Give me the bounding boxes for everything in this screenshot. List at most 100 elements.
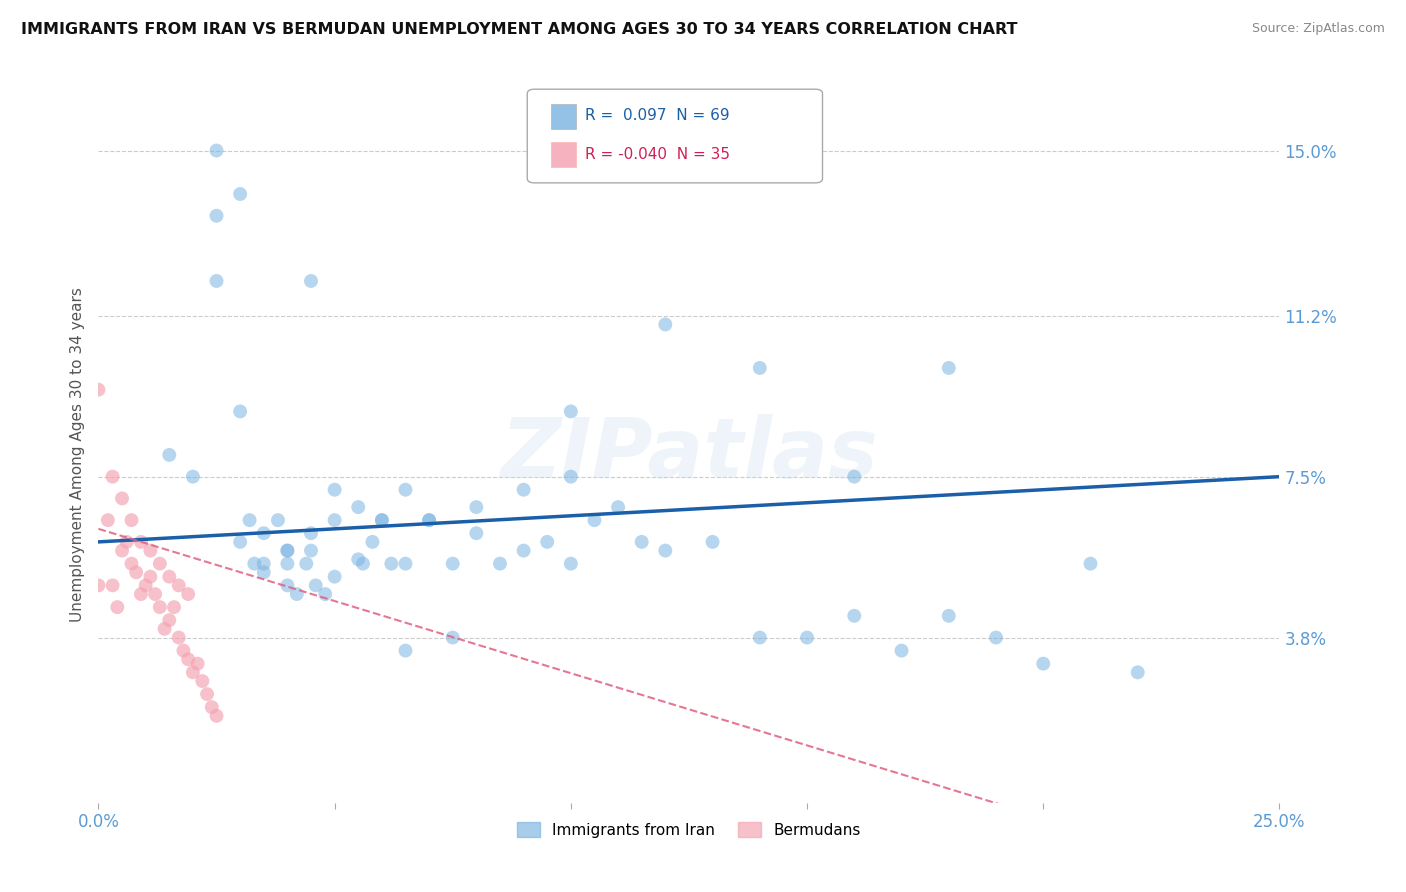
Point xyxy=(181,469,204,483)
Point xyxy=(239,513,262,527)
Point xyxy=(1032,657,1054,671)
Point xyxy=(361,534,384,549)
Point xyxy=(890,643,912,657)
Point xyxy=(229,534,252,549)
Point xyxy=(129,534,152,549)
Legend: Immigrants from Iran, Bermudans: Immigrants from Iran, Bermudans xyxy=(512,815,866,844)
Point xyxy=(489,557,512,571)
Point xyxy=(702,534,724,549)
Point xyxy=(205,274,228,288)
Point xyxy=(201,700,224,714)
Point xyxy=(205,708,228,723)
Point xyxy=(157,613,180,627)
Point xyxy=(172,643,194,657)
Point xyxy=(253,557,276,571)
Point xyxy=(394,643,416,657)
Point xyxy=(371,513,394,527)
Point xyxy=(607,500,630,514)
Point xyxy=(153,622,176,636)
Point xyxy=(243,557,266,571)
Point xyxy=(177,587,200,601)
Point xyxy=(323,513,346,527)
Point xyxy=(654,318,676,332)
Y-axis label: Unemployment Among Ages 30 to 34 years: Unemployment Among Ages 30 to 34 years xyxy=(69,287,84,623)
Point xyxy=(97,513,120,527)
Point xyxy=(135,578,157,592)
Point xyxy=(536,534,558,549)
Point xyxy=(938,360,960,375)
Point xyxy=(305,578,328,592)
Text: R =  0.097  N = 69: R = 0.097 N = 69 xyxy=(585,109,730,123)
Point xyxy=(195,687,218,701)
Text: IMMIGRANTS FROM IRAN VS BERMUDAN UNEMPLOYMENT AMONG AGES 30 TO 34 YEARS CORRELAT: IMMIGRANTS FROM IRAN VS BERMUDAN UNEMPLO… xyxy=(21,22,1018,37)
Point xyxy=(441,557,464,571)
Point xyxy=(1080,557,1102,571)
Point xyxy=(560,469,582,483)
Point xyxy=(125,566,148,580)
Point xyxy=(394,557,416,571)
Point xyxy=(167,578,190,592)
Point xyxy=(796,631,818,645)
Point xyxy=(465,500,488,514)
Point xyxy=(276,557,298,571)
Point xyxy=(253,526,276,541)
Point xyxy=(844,469,866,483)
Point xyxy=(101,578,124,592)
Point xyxy=(371,513,394,527)
Point xyxy=(314,587,336,601)
Point xyxy=(299,543,322,558)
Text: ZIPatlas: ZIPatlas xyxy=(501,415,877,495)
Point xyxy=(115,534,138,549)
Point xyxy=(253,566,276,580)
Point xyxy=(139,543,162,558)
Point xyxy=(149,557,172,571)
Point xyxy=(87,383,110,397)
Point xyxy=(163,600,186,615)
Text: R = -0.040  N = 35: R = -0.040 N = 35 xyxy=(585,147,730,161)
Point xyxy=(157,448,180,462)
Point xyxy=(205,209,228,223)
Point xyxy=(111,491,134,506)
Point xyxy=(267,513,290,527)
Point xyxy=(347,500,370,514)
Point xyxy=(748,631,770,645)
Point xyxy=(121,513,143,527)
Text: Source: ZipAtlas.com: Source: ZipAtlas.com xyxy=(1251,22,1385,36)
Point xyxy=(229,404,252,418)
Point xyxy=(177,652,200,666)
Point xyxy=(299,274,322,288)
Point xyxy=(512,483,534,497)
Point xyxy=(465,526,488,541)
Point xyxy=(380,557,402,571)
Point xyxy=(276,543,298,558)
Point xyxy=(844,608,866,623)
Point xyxy=(394,483,416,497)
Point xyxy=(285,587,308,601)
Point xyxy=(295,557,318,571)
Point xyxy=(276,578,298,592)
Point xyxy=(229,186,252,201)
Point xyxy=(938,608,960,623)
Point xyxy=(181,665,204,680)
Point xyxy=(111,543,134,558)
Point xyxy=(129,587,152,601)
Point xyxy=(87,578,110,592)
Point xyxy=(323,570,346,584)
Point xyxy=(299,526,322,541)
Point xyxy=(512,543,534,558)
Point xyxy=(630,534,652,549)
Point xyxy=(418,513,440,527)
Point xyxy=(323,483,346,497)
Point xyxy=(187,657,209,671)
Point xyxy=(441,631,464,645)
Point xyxy=(121,557,143,571)
Point xyxy=(101,469,124,483)
Point xyxy=(347,552,370,566)
Point xyxy=(583,513,606,527)
Point xyxy=(984,631,1007,645)
Point xyxy=(105,600,128,615)
Point xyxy=(748,360,770,375)
Point xyxy=(143,587,166,601)
Point xyxy=(167,631,190,645)
Point xyxy=(157,570,180,584)
